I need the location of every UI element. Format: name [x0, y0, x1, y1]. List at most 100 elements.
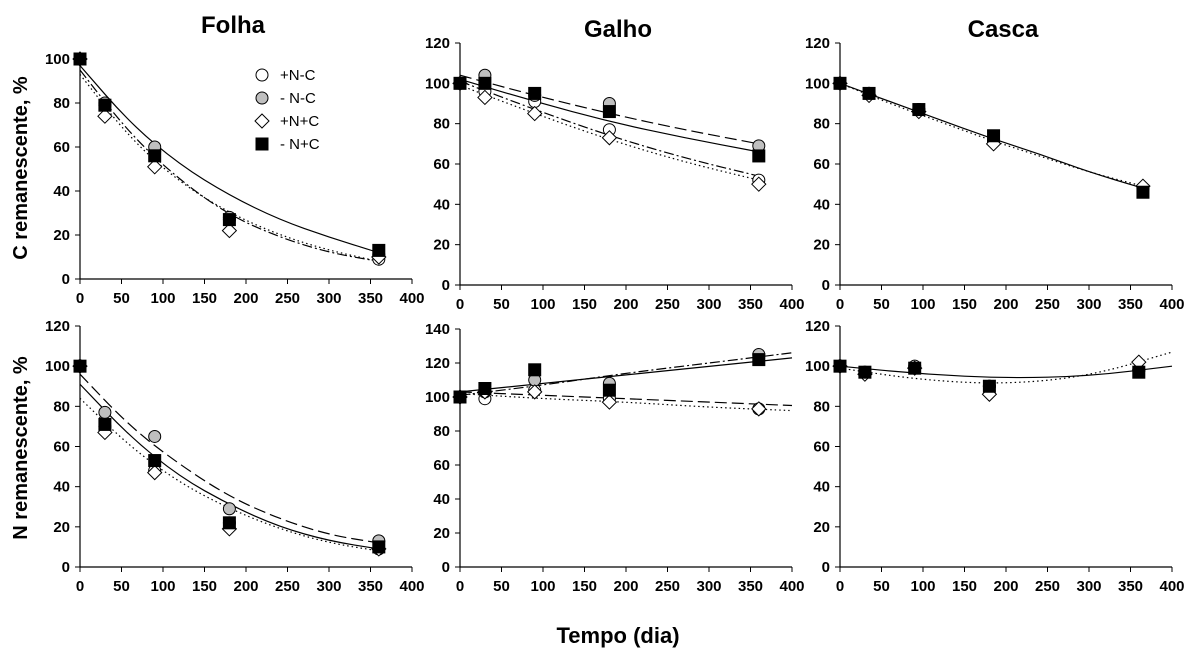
- x-tick-label: 250: [1035, 296, 1060, 313]
- x-tick-label: 200: [613, 578, 638, 595]
- data-point-n-c: [73, 359, 87, 373]
- y-tick-label: 120: [45, 318, 70, 335]
- y-tick-label: 40: [53, 479, 70, 496]
- y-tick-label: 60: [813, 156, 830, 173]
- data-point-n-c: [528, 86, 542, 100]
- data-point-n-c: [912, 103, 926, 117]
- fit-curve-solid: [459, 78, 759, 153]
- y-tick-label: 60: [433, 156, 450, 173]
- legend-marker-n-c: [254, 113, 270, 129]
- x-tick-label: 250: [275, 578, 300, 595]
- y-tick-label: 100: [805, 358, 830, 375]
- fit-curve-dashdot: [459, 352, 793, 396]
- data-point-n-c: [751, 176, 767, 192]
- x-tick-label: 0: [76, 290, 84, 307]
- panel-galho-n: 0 20 40 60 80 100 120 140 0 50 100 150 200 250 300 350 4…: [425, 321, 805, 595]
- legend-label-n-c: +N-C: [280, 67, 316, 84]
- x-tick-label: 100: [150, 578, 175, 595]
- x-tick-label: 300: [696, 578, 721, 595]
- y-tick-label: 0: [442, 559, 450, 576]
- data-point-n-c: [146, 464, 163, 481]
- x-tick-label: 50: [873, 578, 890, 595]
- data-point-n-c: [222, 516, 236, 530]
- y-tick-label: 20: [53, 227, 70, 244]
- y-tick-label: 120: [805, 35, 830, 52]
- y-tick-label: 100: [805, 75, 830, 92]
- x-tick-label: 50: [113, 578, 130, 595]
- panel-casca-c: 0 20 40 60 80 100 120 0 50 100 150 200 250 300 350 400: [805, 35, 1185, 313]
- legend: +N-C - N-C +N+C - N+C: [254, 67, 320, 153]
- x-tick-label: 250: [1035, 578, 1060, 595]
- x-tick-label: 150: [952, 578, 977, 595]
- data-point-n-c: [453, 390, 467, 404]
- x-tick-label: 100: [910, 578, 935, 595]
- x-tick-label: 300: [316, 578, 341, 595]
- y-tick-label: 120: [425, 355, 450, 372]
- x-tick-label: 0: [76, 578, 84, 595]
- legend-marker-n-c: [255, 68, 269, 82]
- x-tick-label: 200: [233, 578, 258, 595]
- fit-curve-dotted: [839, 351, 1173, 384]
- panel-galho-c: 0 20 40 60 80 100 120 0 50 100 150 200 250 300 350 400: [425, 35, 805, 313]
- legend-marker-n-c: [255, 137, 269, 151]
- x-tick-label: 100: [910, 296, 935, 313]
- data-point-n-c: [372, 243, 386, 257]
- x-tick-label: 50: [493, 296, 510, 313]
- y-tick-label: 100: [425, 75, 450, 92]
- y-tick-label: 60: [433, 457, 450, 474]
- y-tick-label: 100: [45, 51, 70, 68]
- x-tick-label: 100: [150, 290, 175, 307]
- fit-curve-dashed: [79, 373, 379, 544]
- data-point-n-c: [528, 363, 542, 377]
- x-tick-label: 250: [655, 296, 680, 313]
- y-tick-label: 60: [53, 139, 70, 156]
- data-point-n-c: [453, 76, 467, 90]
- x-tick-label: 400: [779, 578, 804, 595]
- y-tick-label: 60: [53, 439, 70, 456]
- y-tick-label: 40: [433, 196, 450, 213]
- x-tick-label: 200: [993, 296, 1018, 313]
- y-tick-label: 0: [62, 271, 70, 288]
- data-point-n-c: [98, 405, 112, 419]
- x-tick-label: 300: [696, 296, 721, 313]
- y-tick-label: 80: [53, 95, 70, 112]
- x-tick-label: 350: [738, 296, 763, 313]
- x-tick-label: 150: [192, 578, 217, 595]
- data-point-n-c: [222, 502, 236, 516]
- data-point-n-c: [1136, 185, 1150, 199]
- data-point-n-c: [477, 89, 493, 106]
- x-tick-label: 400: [779, 296, 804, 313]
- y-tick-label: 80: [433, 116, 450, 133]
- x-tick-label: 50: [493, 578, 510, 595]
- x-tick-label: 200: [993, 578, 1018, 595]
- data-point-n-c: [601, 394, 618, 410]
- panel-casca-n: 0 20 40 60 80 100 120 0 50 100 150 200 250 300 350 400: [805, 318, 1185, 595]
- x-tick-label: 0: [456, 296, 464, 313]
- legend-label-n-c: - N+C: [280, 136, 320, 153]
- panel-title-casca: Casca: [968, 16, 1039, 43]
- data-point-n-c: [602, 383, 616, 397]
- x-tick-label: 400: [1159, 578, 1184, 595]
- y-axis-label-nitrogen: N remanescente, %: [10, 356, 32, 540]
- y-tick-label: 40: [53, 183, 70, 200]
- y-tick-label: 100: [425, 389, 450, 406]
- data-point-n-c: [982, 379, 996, 393]
- y-tick-label: 120: [425, 35, 450, 52]
- y-tick-label: 140: [425, 321, 450, 338]
- y-tick-label: 20: [53, 519, 70, 536]
- y-tick-label: 0: [822, 559, 830, 576]
- x-tick-label: 350: [738, 578, 763, 595]
- data-point-n-c: [372, 540, 386, 554]
- data-point-n-c: [98, 417, 112, 431]
- data-point-n-c: [858, 365, 872, 379]
- data-point-n-c: [73, 52, 87, 66]
- legend-marker-n-c: [255, 91, 269, 105]
- fit-curve-dotted: [459, 393, 793, 412]
- x-tick-label: 400: [1159, 296, 1184, 313]
- fit-curve-solid: [839, 365, 1173, 379]
- y-tick-label: 0: [62, 559, 70, 576]
- x-tick-label: 400: [399, 578, 424, 595]
- x-tick-label: 300: [1076, 296, 1101, 313]
- data-point-n-c: [478, 382, 492, 395]
